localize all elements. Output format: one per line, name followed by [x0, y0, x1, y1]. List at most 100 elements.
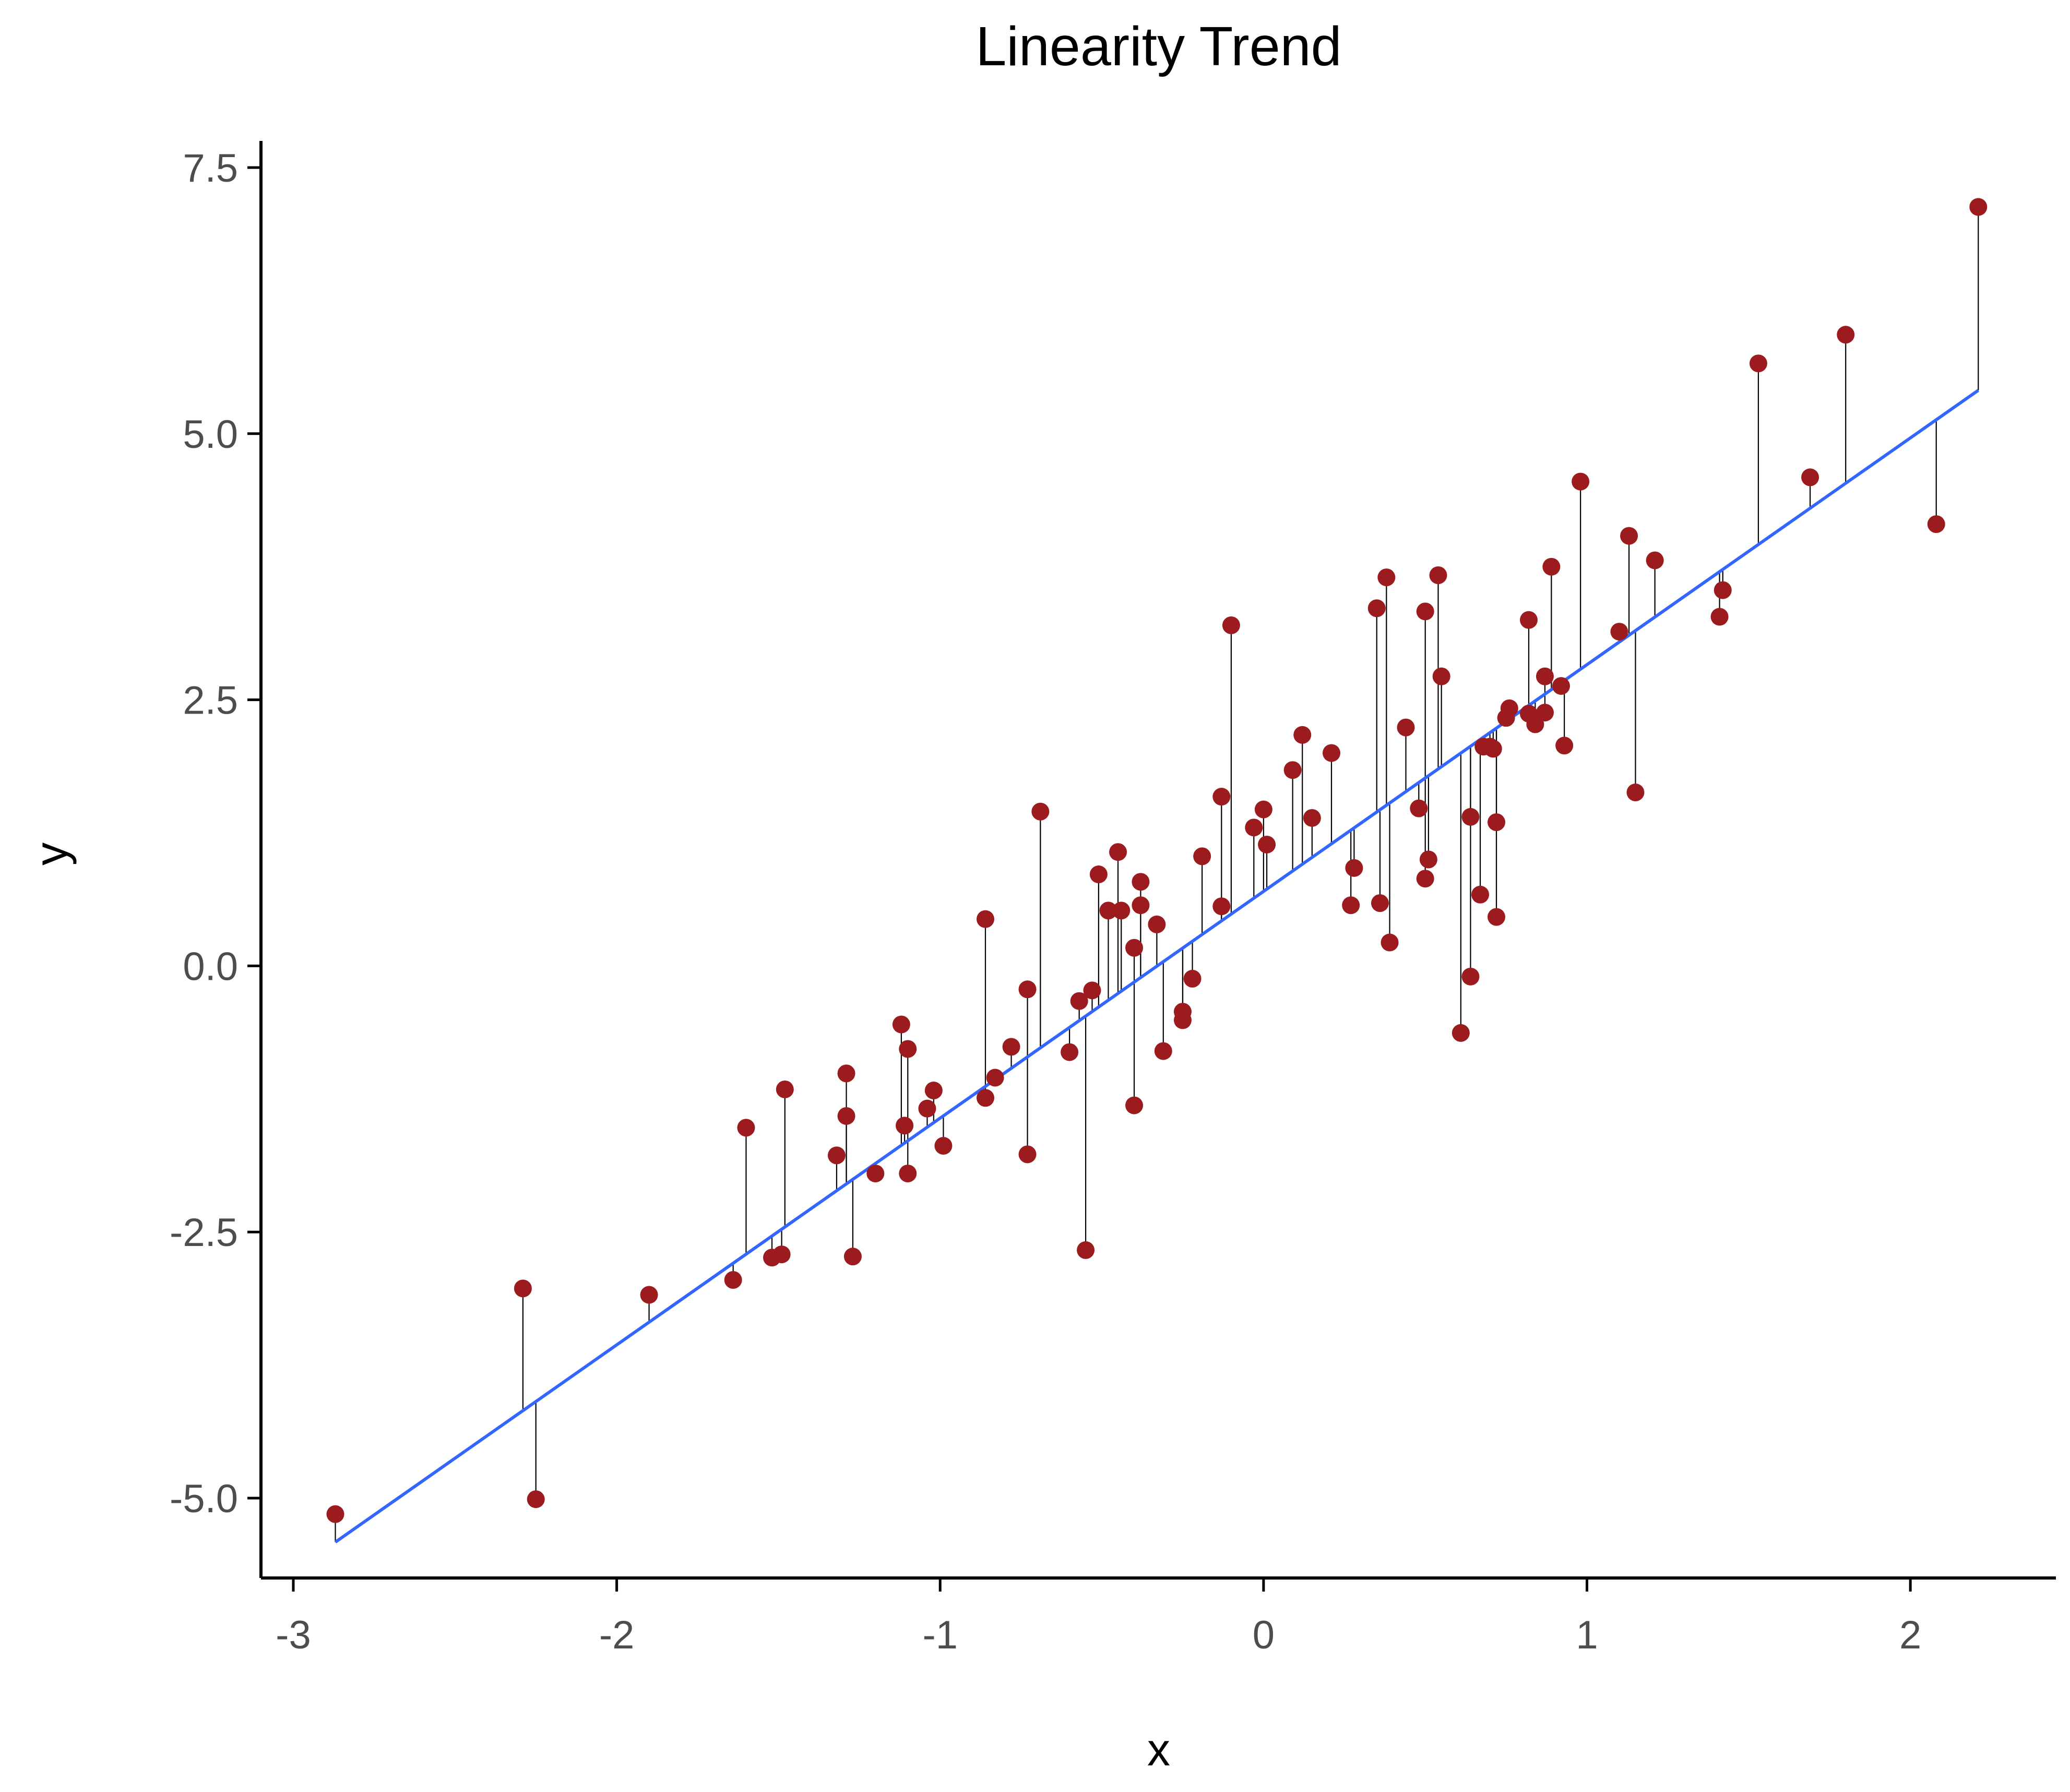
y-tick-label: -5.0 — [170, 1477, 238, 1521]
data-point-39 — [1132, 896, 1150, 915]
data-point-47 — [1212, 788, 1231, 806]
data-point-3 — [527, 1490, 545, 1509]
data-point-6 — [737, 1119, 755, 1137]
data-point-88 — [1555, 737, 1574, 755]
data-point-83 — [1526, 715, 1544, 733]
data-point-21 — [934, 1137, 953, 1155]
data-point-27 — [1018, 1145, 1037, 1164]
data-point-60 — [1371, 894, 1389, 912]
data-point-89 — [1572, 472, 1590, 491]
data-point-51 — [1254, 800, 1272, 818]
data-point-16 — [896, 1117, 914, 1135]
data-point-64 — [1410, 799, 1428, 817]
data-point-29 — [1061, 1043, 1079, 1061]
data-point-34 — [1099, 901, 1117, 920]
y-axis-title: y — [25, 842, 77, 865]
x-tick-label: -3 — [276, 1613, 311, 1657]
data-point-38 — [1125, 1096, 1144, 1114]
data-point-19 — [918, 1099, 936, 1118]
residual-segments — [335, 207, 1979, 1542]
data-point-24 — [986, 1069, 1004, 1087]
data-point-25 — [1002, 1038, 1020, 1056]
data-point-97 — [1801, 468, 1819, 486]
data-point-96 — [1749, 354, 1767, 373]
fit-line — [334, 389, 1980, 1544]
data-point-31 — [1077, 1241, 1095, 1259]
data-point-1 — [326, 1505, 344, 1523]
data-point-73 — [1471, 885, 1490, 904]
data-point-99 — [1927, 515, 1945, 533]
data-point-93 — [1646, 551, 1664, 569]
data-point-41 — [1148, 915, 1166, 933]
data-point-58 — [1345, 859, 1363, 877]
regression-line — [334, 389, 1980, 1544]
data-point-67 — [1419, 850, 1437, 869]
x-tick-label: 2 — [1899, 1613, 1921, 1657]
x-tick-label: -1 — [922, 1613, 958, 1657]
x-axis-ticks: -3 -2 -1 0 1 2 — [276, 1578, 1921, 1657]
data-point-5 — [724, 1271, 742, 1289]
data-point-17 — [899, 1040, 917, 1058]
data-point-100 — [1969, 198, 1988, 216]
data-point-77 — [1488, 813, 1506, 832]
data-point-52 — [1258, 835, 1276, 853]
data-point-28 — [1031, 802, 1050, 821]
data-point-56 — [1323, 744, 1341, 762]
data-point-11 — [837, 1064, 855, 1083]
data-point-95 — [1714, 581, 1732, 599]
data-point-55 — [1303, 809, 1321, 827]
data-point-14 — [866, 1165, 885, 1183]
x-tick-label: 1 — [1576, 1613, 1598, 1657]
y-tick-label: 2.5 — [183, 679, 238, 723]
data-point-61 — [1377, 568, 1396, 587]
y-axis-ticks: -5.0 -2.5 0.0 2.5 5.0 7.5 — [170, 146, 261, 1521]
data-point-71 — [1461, 808, 1480, 826]
data-point-65 — [1416, 602, 1434, 621]
chart-title: Linearity Trend — [975, 16, 1341, 77]
data-point-13 — [843, 1248, 862, 1266]
data-point-10 — [827, 1146, 846, 1165]
x-axis-title: x — [1147, 1724, 1170, 1775]
data-point-84 — [1536, 704, 1554, 722]
data-point-81 — [1519, 611, 1538, 629]
y-tick-label: 5.0 — [183, 412, 238, 457]
data-point-18 — [899, 1165, 917, 1183]
data-point-2 — [514, 1279, 532, 1298]
data-point-59 — [1367, 599, 1386, 618]
data-point-46 — [1193, 847, 1211, 865]
data-point-49 — [1222, 616, 1240, 634]
data-point-70 — [1452, 1024, 1470, 1042]
data-point-26 — [1018, 980, 1037, 999]
x-tick-label: -2 — [599, 1613, 635, 1657]
data-point-48 — [1212, 897, 1231, 916]
data-point-42 — [1154, 1042, 1172, 1060]
data-point-94 — [1710, 608, 1729, 626]
data-point-33 — [1089, 865, 1108, 884]
data-point-92 — [1626, 784, 1645, 802]
data-point-37 — [1125, 939, 1144, 957]
data-point-76 — [1484, 740, 1502, 758]
data-point-9 — [776, 1080, 794, 1098]
data-point-4 — [640, 1286, 658, 1304]
data-point-20 — [924, 1082, 943, 1100]
data-point-45 — [1183, 969, 1201, 988]
data-point-8 — [772, 1245, 791, 1264]
data-point-68 — [1429, 566, 1447, 585]
data-points — [326, 198, 1988, 1523]
data-point-69 — [1432, 667, 1450, 685]
y-tick-label: 0.0 — [183, 944, 238, 989]
data-point-23 — [976, 1089, 994, 1107]
data-point-66 — [1416, 870, 1434, 888]
data-point-30 — [1070, 992, 1088, 1010]
data-point-86 — [1542, 557, 1561, 576]
data-point-78 — [1488, 908, 1506, 926]
y-tick-label: -2.5 — [170, 1211, 238, 1255]
data-point-32 — [1083, 981, 1101, 1000]
data-point-12 — [837, 1107, 855, 1125]
data-point-85 — [1536, 667, 1554, 685]
data-point-53 — [1283, 761, 1302, 779]
data-point-35 — [1109, 843, 1127, 861]
data-point-15 — [892, 1015, 910, 1034]
data-point-98 — [1837, 326, 1855, 344]
